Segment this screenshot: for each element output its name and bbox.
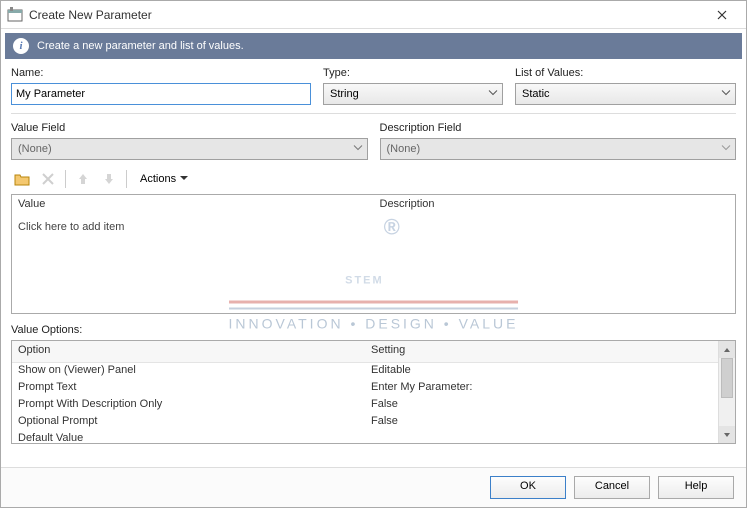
open-folder-button[interactable] — [11, 168, 33, 190]
col-description-header: Description — [374, 195, 736, 217]
value-field-label: Value Field — [11, 122, 368, 134]
chevron-down-icon — [488, 88, 498, 101]
option-row[interactable]: Optional PromptFalse — [12, 414, 718, 431]
option-name: Optional Prompt — [12, 414, 365, 431]
option-setting: Enter My Parameter: — [365, 380, 718, 397]
option-name: Prompt With Description Only — [12, 397, 365, 414]
dialog-window: Create New Parameter i Create a new para… — [0, 0, 747, 508]
ok-button[interactable]: OK — [490, 476, 566, 499]
col-setting-header: Setting — [365, 341, 718, 362]
info-text: Create a new parameter and list of value… — [37, 40, 244, 52]
scroll-thumb[interactable] — [721, 358, 733, 398]
chevron-down-icon — [721, 88, 731, 101]
values-toolbar: Actions — [11, 166, 736, 192]
values-grid-placeholder[interactable]: Click here to add item — [12, 217, 735, 237]
separator — [11, 113, 736, 114]
value-options-grid: Option Setting Show on (Viewer) PanelEdi… — [11, 340, 736, 444]
lov-label: List of Values: — [515, 67, 736, 79]
info-bar: i Create a new parameter and list of val… — [5, 33, 742, 59]
move-up-button[interactable] — [72, 168, 94, 190]
delete-button[interactable] — [37, 168, 59, 190]
value-options-label: Value Options: — [11, 324, 736, 336]
type-label: Type: — [323, 67, 503, 79]
caret-down-icon — [180, 173, 188, 185]
values-grid[interactable]: Value Description Click here to add item — [11, 194, 736, 314]
col-option-header: Option — [12, 341, 365, 362]
type-value: String — [330, 88, 359, 100]
option-name: Show on (Viewer) Panel — [12, 363, 365, 380]
desc-field-select: (None) — [380, 138, 737, 160]
window-icon — [7, 7, 23, 23]
lov-select[interactable]: Static — [515, 83, 736, 105]
dialog-footer: OK Cancel Help — [1, 467, 746, 507]
values-grid-header: Value Description — [12, 195, 735, 217]
option-setting: Editable — [365, 363, 718, 380]
actions-label: Actions — [140, 173, 176, 185]
info-icon: i — [13, 38, 29, 54]
move-down-button[interactable] — [98, 168, 120, 190]
name-input[interactable] — [11, 83, 311, 105]
option-name: Default Value — [12, 431, 365, 443]
option-setting: False — [365, 414, 718, 431]
chevron-down-icon — [353, 143, 363, 156]
actions-menu-button[interactable]: Actions — [133, 168, 193, 190]
desc-field-label: Description Field — [380, 122, 737, 134]
option-setting — [365, 431, 718, 443]
toolbar-separator — [126, 170, 127, 188]
option-row[interactable]: Prompt With Description OnlyFalse — [12, 397, 718, 414]
option-row[interactable]: Show on (Viewer) PanelEditable — [12, 363, 718, 380]
type-select[interactable]: String — [323, 83, 503, 105]
cancel-button[interactable]: Cancel — [574, 476, 650, 499]
help-button[interactable]: Help — [658, 476, 734, 499]
lov-value: Static — [522, 88, 550, 100]
scroll-down-button[interactable] — [719, 426, 735, 443]
options-header: Option Setting — [12, 341, 718, 363]
chevron-down-icon — [721, 143, 731, 156]
name-label: Name: — [11, 67, 311, 79]
desc-field-value: (None) — [387, 143, 421, 155]
col-value-header: Value — [12, 195, 374, 217]
option-row[interactable]: Default Value — [12, 431, 718, 443]
window-title: Create New Parameter — [29, 8, 704, 22]
option-name: Prompt Text — [12, 380, 365, 397]
titlebar: Create New Parameter — [1, 1, 746, 29]
option-setting: False — [365, 397, 718, 414]
options-scrollbar[interactable] — [718, 341, 735, 443]
option-row[interactable]: Prompt TextEnter My Parameter: — [12, 380, 718, 397]
scroll-up-button[interactable] — [719, 341, 735, 358]
value-field-select[interactable]: (None) — [11, 138, 368, 160]
value-field-value: (None) — [18, 143, 52, 155]
close-button[interactable] — [704, 3, 740, 27]
toolbar-separator — [65, 170, 66, 188]
